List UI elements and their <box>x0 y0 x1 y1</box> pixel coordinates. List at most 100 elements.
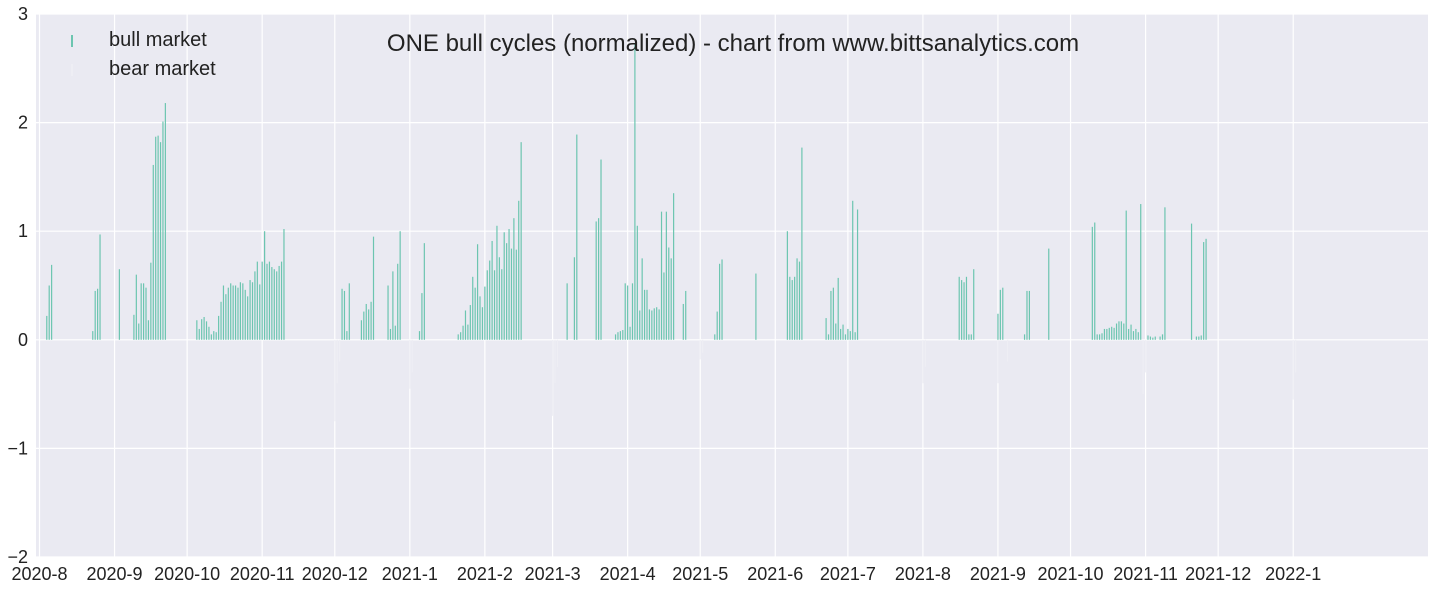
bull-market-bar <box>721 259 723 340</box>
bull-market-bar <box>786 231 788 340</box>
bull-market-bar <box>164 103 166 340</box>
x-axis-ticks: 2020-8 2020-9 2020-10 2020-11 2020-12 2021-1 2… <box>11 564 1321 584</box>
y-tick-label: −2 <box>7 547 28 567</box>
bull-market-bar <box>997 313 999 340</box>
bull-market-bar <box>372 236 375 340</box>
bull-market-bar <box>673 193 675 340</box>
bull-market-bar <box>99 234 101 340</box>
bull-market-bar <box>479 296 481 340</box>
bull-market-bar <box>457 334 459 340</box>
bull-market-bar <box>830 290 832 340</box>
bull-market-bar <box>643 289 646 340</box>
bull-market-bar <box>634 44 636 340</box>
bull-market-bar <box>636 225 638 340</box>
bull-market-bar <box>614 334 617 340</box>
bull-market-bar <box>1154 336 1156 340</box>
bull-market-bar <box>837 277 839 340</box>
bull-market-bar <box>794 276 796 340</box>
bull-market-bar <box>201 319 203 340</box>
bull-market-bar <box>464 310 467 340</box>
bull-market-bar <box>205 321 208 340</box>
bull-market-bar <box>1108 327 1110 340</box>
bull-market-bars <box>46 44 1207 340</box>
bull-market-bar <box>118 269 120 340</box>
bull-market-bar <box>230 283 232 340</box>
bull-market-bar <box>472 276 474 340</box>
plot-background <box>36 14 1428 557</box>
bull-market-bar <box>665 211 667 340</box>
bull-market-bar <box>489 260 491 340</box>
bear-market-bar <box>1142 339 1144 395</box>
bull-market-bar <box>486 270 488 340</box>
bull-market-bar <box>150 262 152 340</box>
bull-market-bar <box>716 311 718 340</box>
bull-market-bar <box>280 261 283 340</box>
bull-market-bar <box>249 280 251 340</box>
bull-market-bar <box>467 324 469 340</box>
bull-market-bar <box>484 286 486 340</box>
bull-market-bar <box>854 332 856 340</box>
bull-market-bar <box>1026 290 1028 340</box>
x-tick-label: 2021-11 <box>1113 564 1178 584</box>
bull-market-bar <box>619 331 621 340</box>
bull-market-bar <box>264 231 266 340</box>
bear-market-bar <box>411 339 413 373</box>
bull-market-bar <box>157 135 159 340</box>
bull-market-bar <box>685 290 687 340</box>
bear-market-bar <box>409 339 411 389</box>
bull-market-bar <box>847 328 849 340</box>
bull-market-bar <box>1200 335 1202 340</box>
bull-market-bar <box>1198 336 1200 340</box>
bull-market-bar <box>142 283 145 340</box>
bull-market-bar <box>283 229 285 340</box>
bull-market-bar <box>844 334 847 340</box>
bull-market-bar <box>227 287 229 340</box>
bull-market-bar <box>598 218 600 340</box>
bull-market-bar <box>360 320 363 340</box>
bull-market-bar <box>670 258 672 340</box>
y-axis-ticks: 3 2 1 0 −1 −2 <box>7 4 28 567</box>
bull-market-bar <box>370 301 372 340</box>
bull-market-bar <box>518 200 520 340</box>
bull-market-bar <box>825 318 827 340</box>
y-tick-label: 0 <box>18 330 28 350</box>
bull-market-bar <box>215 332 217 340</box>
bear-market-bar <box>1007 339 1009 362</box>
bull-market-bar <box>646 289 648 340</box>
bull-market-bar <box>251 282 254 340</box>
bear-market-bar <box>702 339 704 353</box>
bull-market-bar <box>242 283 244 340</box>
bull-market-bar <box>856 209 859 340</box>
bull-market-bar <box>481 307 484 340</box>
bull-market-bar <box>1205 238 1207 340</box>
bull-market-bar <box>852 200 854 340</box>
bull-market-bar <box>600 159 602 340</box>
x-tick-label: 2020-10 <box>154 564 220 584</box>
bull-market-bar <box>1149 336 1152 340</box>
bull-market-bar <box>1106 328 1108 340</box>
bull-market-bar <box>627 285 629 340</box>
bull-market-bar <box>1164 207 1166 340</box>
bull-market-bar <box>133 314 135 340</box>
bull-market-bar <box>254 271 256 340</box>
x-tick-label: 2021-3 <box>525 564 581 584</box>
grid-lines <box>36 13 1428 558</box>
bear-market-bar <box>339 339 341 362</box>
bull-market-bar <box>513 218 515 340</box>
bull-market-bar <box>273 269 275 340</box>
bull-market-bar <box>491 240 493 340</box>
bull-market-bar <box>1123 323 1125 340</box>
bull-market-bar <box>566 283 568 340</box>
bull-market-bar <box>140 283 142 340</box>
bull-market-bar <box>1094 222 1096 340</box>
x-tick-label: 2021-7 <box>820 564 876 584</box>
bull-market-bar <box>92 331 94 340</box>
bull-market-bar <box>1098 334 1101 340</box>
bull-market-bar <box>232 285 234 340</box>
bull-market-bar <box>1195 336 1197 340</box>
bull-market-bar <box>1147 335 1149 340</box>
bull-market-bar <box>213 331 215 340</box>
x-tick-label: 2021-8 <box>895 564 951 584</box>
bull-market-bar <box>474 287 476 340</box>
